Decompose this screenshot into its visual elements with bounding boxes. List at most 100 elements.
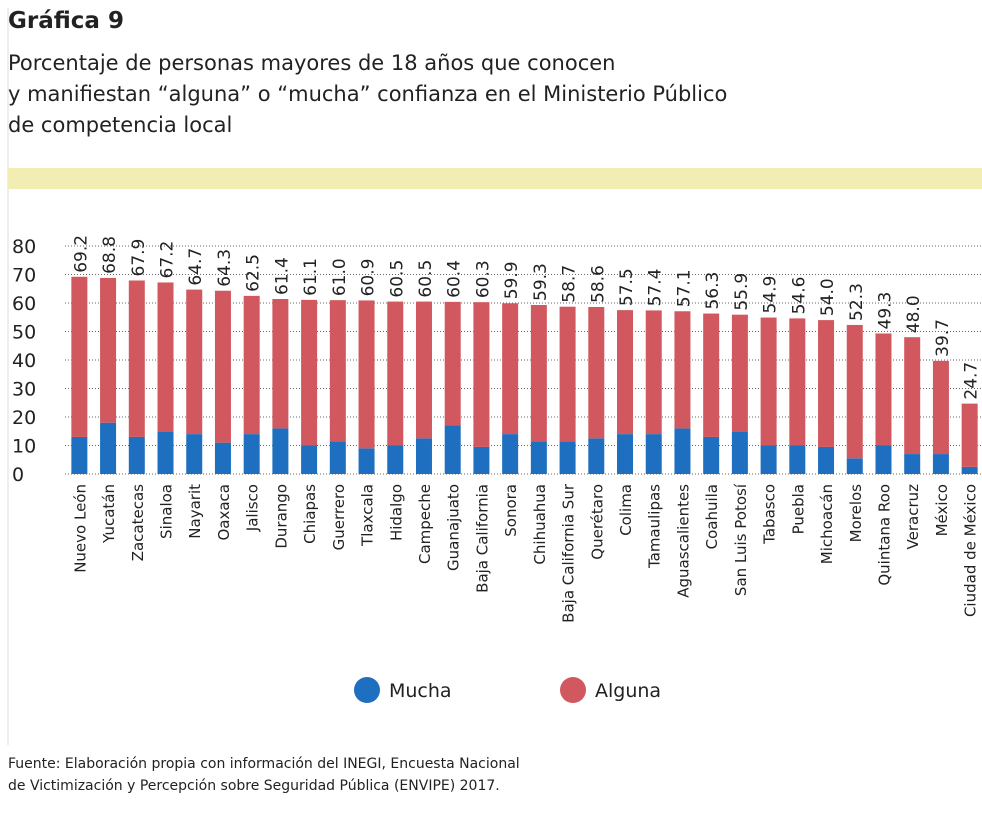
x-tick-label: Puebla [789, 484, 807, 534]
bar-segment [301, 299, 318, 446]
x-tick-label: Campeche [416, 484, 434, 564]
x-tick-label: Nayarit [186, 484, 204, 539]
bar-segment [588, 306, 605, 439]
x-tick-label: Baja California Sur [560, 483, 578, 623]
band [8, 168, 982, 189]
bar-segment [473, 446, 490, 474]
y-tick-label: 70 [12, 265, 36, 287]
total-label: 55.9 [732, 273, 752, 311]
bar-segment [387, 301, 404, 446]
bar-segment [904, 337, 921, 455]
y-tick-label: 0 [12, 464, 24, 486]
total-label: 57.4 [646, 269, 666, 307]
bar-segment [703, 436, 720, 474]
total-label: 60.3 [473, 260, 493, 298]
bar-segment [674, 428, 691, 474]
bar-segment [530, 441, 547, 474]
y-tick-label: 30 [12, 379, 36, 401]
bar-segment [961, 403, 978, 467]
bar-segment [703, 313, 720, 437]
bar-segment [71, 276, 88, 437]
bar-segment [846, 458, 863, 474]
legend-marker [354, 677, 380, 703]
bar-segment [157, 431, 174, 474]
y-tick-label: 60 [12, 293, 36, 315]
bar-segment [904, 454, 921, 474]
total-label: 48.0 [904, 295, 924, 333]
bar-segment [731, 431, 748, 474]
x-tick-label: Hidalgo [387, 484, 405, 541]
y-tick-label: 50 [12, 322, 36, 344]
x-tick-label: Quintana Roo [875, 484, 893, 586]
x-tick-label: Jalisco [244, 484, 262, 532]
total-label: 52.3 [847, 283, 867, 321]
bar-segment [358, 300, 375, 449]
total-label: 57.5 [617, 268, 637, 306]
total-label: 57.1 [674, 269, 694, 307]
bar-segment [214, 442, 231, 474]
legend-marker [560, 677, 586, 703]
bar-segment [415, 438, 432, 474]
bar-segment [731, 314, 748, 432]
x-tick-label: Sinaloa [158, 484, 176, 539]
bar-segment [243, 434, 260, 474]
chart-title: de competencia local [8, 113, 232, 137]
total-label: 60.9 [359, 259, 379, 297]
bar-segment [645, 434, 662, 474]
x-tick-label: Morelos [847, 484, 865, 543]
x-tick-label: Tabasco [761, 484, 779, 545]
total-label: 62.5 [244, 254, 264, 292]
bar-segment [415, 301, 432, 439]
bar-segment [444, 425, 461, 474]
bar-segment [617, 310, 634, 435]
bar-segment [387, 445, 404, 474]
x-tick-label: Veracruz [904, 484, 922, 550]
bar-segment [329, 300, 346, 442]
total-label: 58.6 [588, 265, 608, 303]
bar-segment [588, 438, 605, 474]
x-tick-label: México [933, 484, 951, 536]
bar-segment [789, 445, 806, 474]
total-label: 64.3 [215, 249, 235, 287]
bar-segment [272, 428, 289, 474]
bar-segment [186, 289, 203, 435]
bar-segment [846, 324, 863, 459]
y-tick-label: 20 [12, 407, 36, 429]
total-label: 60.5 [416, 260, 436, 298]
bar-segment [100, 422, 117, 474]
total-label: 56.3 [703, 272, 723, 310]
bar-segment [818, 446, 835, 474]
bar-segment [674, 311, 691, 429]
x-tick-label: Zacatecas [129, 484, 147, 561]
bar-segment [502, 303, 519, 435]
total-label: 67.9 [129, 239, 149, 277]
x-tick-label: Chiapas [301, 484, 319, 544]
x-tick-label: Tlaxcala [359, 484, 377, 547]
bar-segment [473, 302, 490, 447]
total-label: 58.7 [560, 265, 580, 303]
total-label: 61.0 [330, 258, 350, 296]
total-label: 54.6 [789, 277, 809, 315]
bar-segment [760, 317, 777, 446]
x-tick-label: Chihuahua [531, 484, 549, 565]
bar-segment [818, 320, 835, 447]
total-label: 49.3 [875, 292, 895, 330]
total-label: 61.4 [272, 257, 292, 295]
x-tick-label: Guanajuato [445, 484, 463, 571]
total-label: 39.7 [933, 319, 953, 357]
legend-label: Mucha [389, 680, 452, 702]
bar-segment [243, 295, 260, 435]
x-tick-label: Colima [617, 484, 635, 536]
total-label: 24.7 [962, 362, 982, 400]
bar-segment [789, 318, 806, 446]
bar-segment [100, 277, 117, 423]
x-tick-label: Aguascalientes [674, 484, 692, 598]
source: Fuente: Elaboración propia con informaci… [8, 756, 520, 772]
y-tick-label: 10 [12, 436, 36, 458]
total-label: 64.7 [186, 248, 206, 286]
x-tick-label: Guerrero [330, 484, 348, 550]
y-tick-label: 80 [12, 236, 36, 258]
total-label: 59.3 [531, 263, 551, 301]
bar-segment [329, 441, 346, 474]
